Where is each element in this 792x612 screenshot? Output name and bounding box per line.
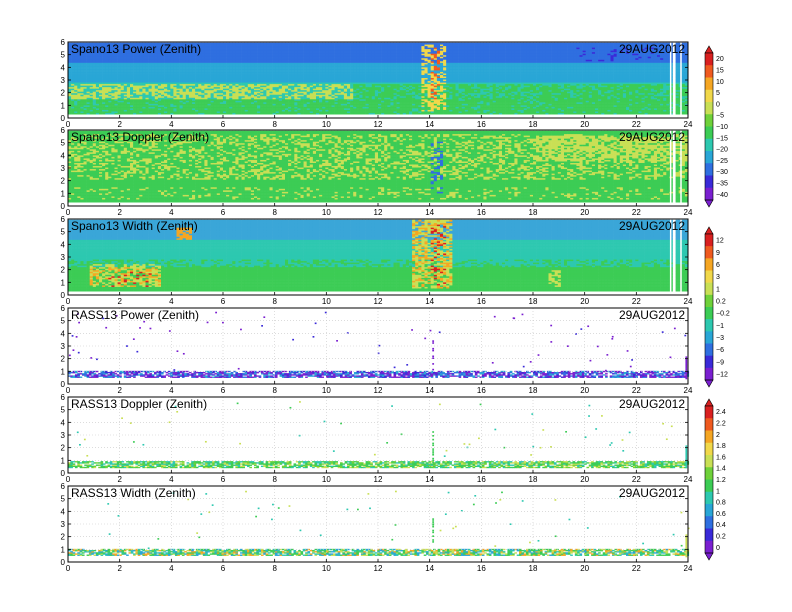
heatmap-cell — [316, 43, 319, 45]
heatmap-cell — [220, 43, 223, 45]
heatmap-cell — [251, 43, 254, 45]
heatmap-cell — [232, 43, 235, 45]
heatmap-cell — [211, 43, 214, 45]
heatmap-cell — [235, 43, 238, 45]
heatmap-cell — [248, 43, 251, 45]
heatmap-cell — [288, 43, 291, 45]
heatmap-cell — [322, 43, 325, 45]
heatmap-cell — [273, 43, 276, 45]
heatmap-cell — [282, 43, 285, 45]
heatmap-cell — [301, 43, 304, 45]
heatmap-cell — [291, 43, 294, 45]
heatmap-cell — [263, 43, 266, 45]
heatmap-cell — [217, 43, 220, 45]
heatmap-cell — [319, 43, 322, 45]
heatmap-cell — [254, 43, 257, 45]
heatmap-cell — [297, 43, 300, 45]
heatmap-cell — [304, 43, 307, 45]
heatmap-cell — [214, 43, 217, 45]
heatmap-cell — [208, 43, 211, 45]
heatmap-cell — [260, 43, 263, 45]
heatmap-cell — [294, 43, 297, 45]
heatmap-cell — [201, 43, 204, 45]
heatmap-cell — [313, 43, 316, 45]
heatmap-cell — [239, 43, 242, 45]
heatmap-cell — [335, 43, 338, 45]
heatmap-cell — [204, 43, 207, 45]
heatmap-cell — [310, 43, 313, 45]
heatmap-cell — [242, 43, 245, 45]
heatmap-cell — [226, 43, 229, 45]
heatmap-cell — [229, 43, 232, 45]
heatmap-cell — [325, 43, 328, 45]
heatmap-cell — [223, 43, 226, 45]
heatmap-cell — [279, 43, 282, 45]
heatmap-cell — [257, 43, 260, 45]
heatmap-cell — [266, 43, 269, 45]
heatmap-cell — [276, 43, 279, 45]
heatmap-cell — [245, 43, 248, 45]
heatmap-cell — [270, 43, 273, 45]
heatmap-cell — [328, 43, 331, 45]
heatmap-cell — [307, 43, 310, 45]
heatmap-cell — [332, 43, 335, 45]
heatmap-cell — [285, 43, 288, 45]
